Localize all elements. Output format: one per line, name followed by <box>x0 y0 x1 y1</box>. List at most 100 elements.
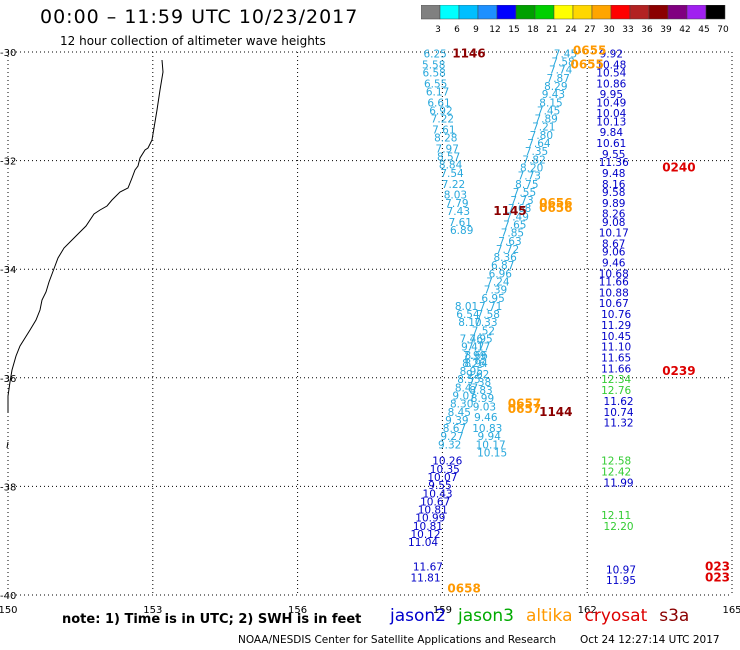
wave-height-value: 10.35 <box>430 464 460 476</box>
lat-tick-label: -36 <box>0 374 16 385</box>
wave-height-value: 9.89 <box>602 198 625 210</box>
wave-height-value: 7.22 <box>442 179 465 191</box>
wave-height-value: 11.95 <box>606 575 636 587</box>
wave-height-value: 7.43 <box>447 206 470 218</box>
wave-height-value: 10.81 <box>413 521 443 533</box>
wave-height-value: 6.96 <box>489 268 513 280</box>
wave-height-value: 9.58 <box>602 187 625 199</box>
wave-height-value: 7.49 <box>506 211 529 223</box>
wave-height-value: 9.55 <box>428 480 451 492</box>
pass-time-label: 023 <box>705 570 730 584</box>
wave-height-value: 7.79 <box>445 198 468 210</box>
lon-tick-label: 156 <box>288 605 307 616</box>
wave-height-value: 6.61 <box>427 97 450 109</box>
wave-height-value: 8.28 <box>434 133 457 145</box>
wave-height-value: 11.04 <box>408 537 438 549</box>
wave-height-value: 9.92 <box>600 48 623 60</box>
wave-height-value: 11.62 <box>604 396 634 408</box>
legend-tick-label: 45 <box>698 25 709 35</box>
wave-height-value: 12.42 <box>601 467 631 479</box>
wave-height-value: 12.11 <box>601 510 631 522</box>
wave-height-value: 10.81 <box>418 505 448 517</box>
wave-height-value: 8.66 <box>464 350 488 362</box>
satellite-label-jason2: jason2 <box>390 606 446 626</box>
lat-tick-label: -38 <box>0 482 16 493</box>
wave-height-value: 7.22 <box>431 114 454 126</box>
wave-height-value: 8.47 <box>455 382 478 394</box>
wave-height-value: 7.46 <box>460 334 484 346</box>
lon-tick-label: 150 <box>0 605 18 616</box>
timestamp-text: Oct 24 12:27:14 UTC 2017 <box>580 634 720 646</box>
wave-height-value: 8.99 <box>471 393 494 405</box>
wave-height-value: 9.46 <box>602 257 626 269</box>
wave-height-value: 10.88 <box>599 287 629 299</box>
wave-height-value: 10.76 <box>601 309 631 321</box>
wave-height-value: 7.39 <box>484 285 507 297</box>
legend-swatch <box>705 5 726 20</box>
coastline <box>6 59 164 449</box>
pass-time-label: 1144 <box>539 405 572 419</box>
wave-height-value: 10.48 <box>596 59 626 71</box>
wave-height-value: 11.32 <box>604 418 634 430</box>
wave-height-value: 10.68 <box>599 268 629 280</box>
wave-height-value: 9.08 <box>602 217 625 229</box>
wave-height-value: 7.35 <box>525 146 548 158</box>
wave-height-value: 9.95 <box>600 89 623 101</box>
pass-time-label: 0655 <box>570 57 603 71</box>
legend-tick-label: 24 <box>565 25 577 35</box>
wave-height-value: 9.03 <box>473 401 496 413</box>
wave-height-value: 10.13 <box>596 116 626 128</box>
altimeter-tracks: 6.255.586.586.556.176.616.927.227.618.28… <box>408 48 636 587</box>
wave-height-value: 11.66 <box>599 276 629 288</box>
wave-height-value: 10.67 <box>420 496 450 508</box>
wave-height-value: 7.38 <box>468 377 491 389</box>
wave-height-value: 11.36 <box>599 157 629 169</box>
wave-height-value: 7.95 <box>469 334 492 346</box>
wave-height-value: 7.68 <box>508 203 531 215</box>
wave-height-value: 7.74 <box>549 65 573 77</box>
credit-text: NOAA/NESDIS Center for Satellite Applica… <box>238 634 556 646</box>
wave-height-value: 8.03 <box>444 190 467 202</box>
wave-height-value: 8.26 <box>462 358 486 370</box>
legend-tick-label: 15 <box>508 25 519 35</box>
pass-time-label: 0239 <box>662 364 695 378</box>
pass-time-label: 0656 <box>539 196 572 210</box>
wave-height-value: 8.36 <box>493 252 517 264</box>
wave-height-value: 7.87 <box>547 73 570 85</box>
wave-height-value: 6.92 <box>429 105 452 117</box>
wave-height-value: 7.24 <box>486 276 510 288</box>
lon-tick-label: 162 <box>578 605 597 616</box>
wave-height-value: 7.99 <box>463 350 486 362</box>
wave-height-value: 7.65 <box>503 219 526 231</box>
wave-height-value: 10.26 <box>432 456 462 468</box>
wave-height-value: 8.84 <box>439 160 463 172</box>
wave-height-value: 8.01 <box>455 301 478 313</box>
wave-height-value: 7.33 <box>474 317 497 329</box>
legend-tick-label: 42 <box>679 25 690 35</box>
wave-height-value: 9.47 <box>461 342 484 354</box>
legend-tick-label: 70 <box>717 25 729 35</box>
wave-height-value: 8.10 <box>458 317 481 329</box>
wave-height-value: 6.55 <box>424 78 447 90</box>
wave-height-value: 10.12 <box>410 529 440 541</box>
wave-height-value: 7.61 <box>432 124 455 136</box>
wave-height-value: 9.84 <box>600 127 624 139</box>
wave-height-value: 9.07 <box>452 391 475 403</box>
lat-tick-label: -34 <box>0 265 16 276</box>
wave-height-value: 12.58 <box>601 456 631 468</box>
satellite-legend: jason2 jason3 altika cryosat s3a <box>390 606 701 626</box>
satellite-label-altika: altika <box>526 606 573 626</box>
wave-height-value: 10.17 <box>599 228 629 240</box>
legend-tick-label: 18 <box>527 25 539 35</box>
wave-height-value: 10.83 <box>472 423 502 435</box>
wave-height-value: 7.45 <box>537 105 560 117</box>
wave-height-value: 10.99 <box>415 513 445 525</box>
wave-height-value: 7.21 <box>532 122 555 134</box>
legend-tick-label: 21 <box>546 25 557 35</box>
legend-tick-label: 3 <box>435 25 441 35</box>
wave-height-value: 10.43 <box>423 488 453 500</box>
wave-height-value: 9.94 <box>478 431 502 443</box>
wave-height-value: 10.15 <box>477 448 507 460</box>
